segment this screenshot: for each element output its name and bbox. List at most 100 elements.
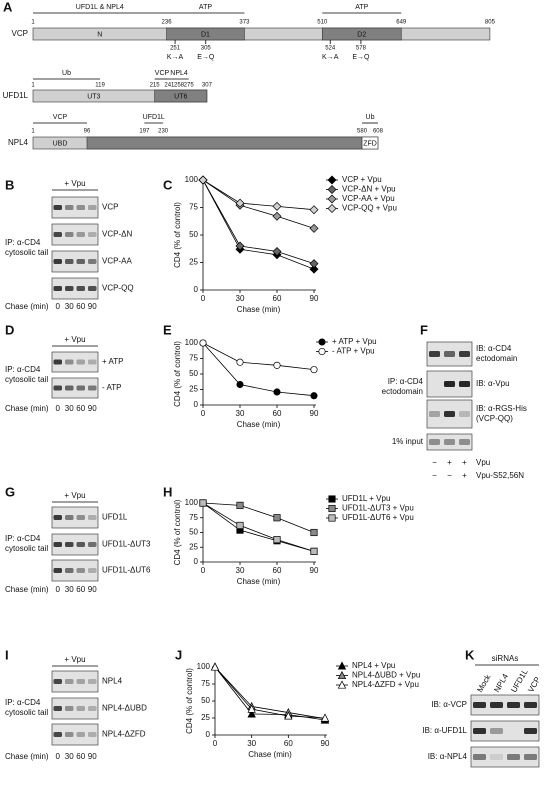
y-axis-label: CD4 (% of control) (173, 341, 182, 407)
ip-label: cytosolic tail (5, 375, 48, 384)
band (65, 385, 74, 391)
band (53, 542, 62, 547)
series-line (202, 342, 315, 371)
feature-label: ATP (199, 4, 212, 11)
band (459, 439, 470, 445)
x-tick-label: 0 (201, 409, 206, 418)
x-tick-label: 90 (310, 294, 319, 303)
data-point (309, 264, 319, 274)
band (88, 568, 97, 573)
residue-number: 275 (184, 83, 195, 89)
band (429, 351, 440, 357)
data-point (236, 521, 244, 529)
lane-label: 0 (56, 585, 61, 594)
x-axis-label: Chase (min) (237, 305, 281, 314)
lane-label: 0 (56, 404, 61, 413)
gel-row (51, 196, 99, 219)
domain-shape (86, 136, 363, 150)
row-label: UFD1L-ΔUT6 (102, 566, 151, 575)
series-line (214, 666, 326, 719)
data-point (210, 662, 220, 671)
band (444, 439, 455, 445)
data-point (236, 501, 244, 509)
condition-sign: + (462, 458, 467, 467)
lane-label: 90 (88, 585, 97, 594)
legend-label: UFD1L-ΔUT3 + Vpu (342, 504, 414, 513)
row-label: - ATP (102, 383, 121, 392)
band (76, 542, 85, 547)
data-point (309, 223, 319, 233)
band (490, 754, 503, 760)
band (429, 439, 440, 445)
residue-number: 230 (158, 129, 169, 135)
band (65, 359, 74, 365)
domain-label: D2 (357, 31, 366, 38)
residue-number: 119 (95, 83, 105, 89)
residue-number: 197 (139, 129, 150, 135)
band (88, 732, 97, 737)
legend-marker (328, 514, 336, 522)
data-point (284, 711, 293, 720)
band (88, 515, 97, 520)
x-axis-label: Chase (min) (237, 577, 281, 586)
band (490, 702, 503, 708)
domain-shape (361, 136, 379, 150)
lane-label: 30 (65, 585, 74, 594)
feature-label: NPL4 (170, 70, 188, 77)
legend-marker (327, 204, 337, 213)
data-point (199, 339, 207, 347)
legend-label: VCP-ΔN + Vpu (342, 185, 396, 194)
band (459, 351, 470, 357)
x-tick-label: 90 (310, 409, 319, 418)
domain-shape (154, 89, 208, 103)
gel-row (51, 723, 99, 746)
data-point (236, 380, 244, 389)
row-label: NPL4-ΔUBD (102, 704, 147, 713)
data-point (199, 499, 207, 507)
condition-sign: + (462, 471, 467, 480)
y-axis-label: CD4 (% of control) (185, 668, 194, 734)
band (76, 359, 85, 365)
y-tick-label: 0 (194, 285, 199, 294)
data-point (310, 528, 318, 537)
series-line (202, 502, 315, 533)
series-line (202, 179, 315, 264)
band (88, 679, 97, 684)
mutation-change: K→A (322, 54, 339, 61)
x-tick-label: 0 (213, 739, 218, 748)
y-tick-label: 100 (185, 175, 199, 184)
lane-label: 0 (56, 752, 61, 761)
legend-label: VCP-AA + Vpu (342, 194, 395, 203)
data-point (310, 366, 318, 374)
band (88, 706, 97, 711)
domain-shape (321, 27, 402, 41)
residue-number: 236 (162, 20, 173, 26)
legend-label: - ATP + Vpu (332, 347, 375, 356)
row-label: UFD1L-ΔUT3 (102, 540, 151, 549)
data-point (236, 358, 244, 366)
legend-label: VCP + Vpu (342, 175, 382, 184)
ip-label: cytosolic tail (5, 708, 48, 717)
band (88, 542, 97, 547)
y-tick-label: 75 (189, 513, 198, 522)
domain-label: D1 (201, 31, 210, 38)
condition-label: Vpu (476, 458, 490, 467)
band (88, 259, 97, 264)
legend-marker (328, 495, 336, 503)
residue-number: 1 (31, 129, 35, 135)
band (53, 515, 62, 520)
treatment-label: + Vpu (64, 335, 85, 344)
legend-marker (327, 194, 337, 204)
band (53, 568, 62, 573)
data-point (310, 547, 318, 555)
y-tick-label: 50 (189, 369, 198, 378)
gel-row (470, 746, 540, 768)
band (53, 732, 62, 737)
y-tick-label: 75 (201, 679, 210, 688)
feature-label: Ub (62, 70, 71, 77)
residue-number: 649 (396, 20, 407, 26)
y-axis-label: CD4 (% of control) (173, 499, 182, 565)
band (76, 385, 85, 391)
panel-letter: J (175, 647, 182, 662)
panel-letter: A (3, 0, 13, 14)
